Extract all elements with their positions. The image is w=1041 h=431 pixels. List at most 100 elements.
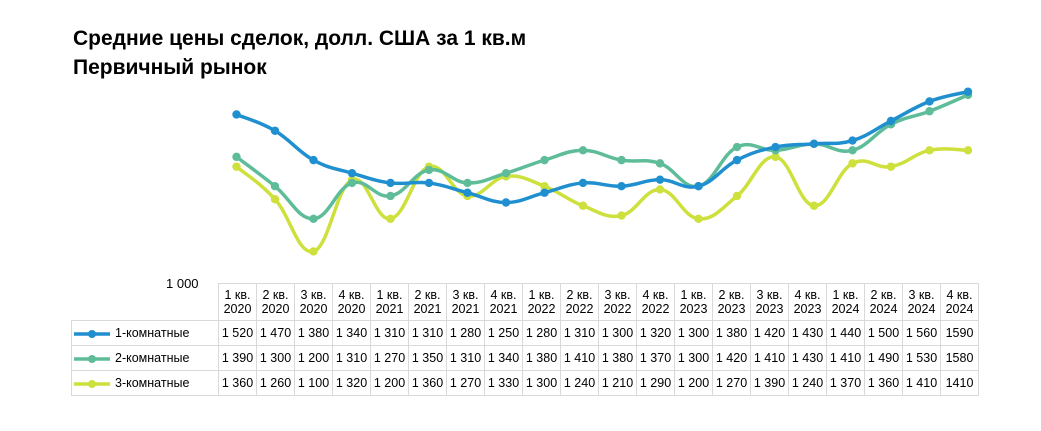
data-point	[501, 168, 511, 178]
data-label: 1 200	[294, 345, 333, 371]
data-point	[771, 142, 780, 152]
category-year: 2023	[679, 302, 708, 316]
data-label: 1 240	[560, 370, 599, 396]
category-year: 2020	[261, 302, 290, 316]
data-point	[848, 159, 857, 168]
category-year: 2022	[603, 302, 632, 316]
data-label: 1 430	[788, 320, 827, 346]
data-point	[424, 178, 434, 188]
category-quarter: 4 кв.	[338, 288, 365, 302]
data-label: 1 410	[902, 370, 941, 396]
data-label: 1 200	[674, 370, 713, 396]
data-label: 1 320	[332, 370, 371, 396]
data-label: 1 410	[560, 345, 599, 371]
data-point	[270, 195, 280, 204]
data-label: 1 390	[750, 370, 789, 396]
data-point	[578, 146, 588, 155]
data-label: 1 470	[256, 320, 295, 346]
category-quarter: 4 кв.	[642, 288, 669, 302]
data-point	[309, 247, 318, 256]
data-label: 1 320	[636, 320, 675, 346]
data-point	[386, 214, 395, 223]
legend-label: 3-комнатные	[115, 376, 190, 390]
data-point	[771, 152, 780, 162]
category-year: 2021	[451, 302, 480, 316]
data-point	[925, 97, 934, 106]
category-quarter: 3 кв.	[452, 288, 479, 302]
category-label: 4 кв. 2022	[636, 283, 675, 321]
data-label: 1 310	[446, 345, 485, 371]
legend-entry: 3-комнатные	[71, 370, 219, 396]
category-year: 2024	[869, 302, 898, 316]
table-row-series-2: 2-комнатные 1 390 1 300 1 200 1 310 1 270 1 35…	[71, 345, 979, 371]
data-label: 1 310	[560, 320, 599, 346]
data-point	[925, 107, 934, 116]
data-point	[270, 182, 280, 191]
series-line-2	[234, 93, 970, 221]
data-point	[655, 159, 665, 168]
category-quarter: 4 кв.	[946, 288, 973, 302]
data-point	[694, 214, 703, 223]
data-point	[848, 146, 857, 155]
category-label: 3 кв. 2024	[902, 283, 941, 321]
category-year: 2022	[527, 302, 556, 316]
data-point	[540, 188, 549, 197]
category-year: 2020	[223, 302, 252, 316]
legend-key-icon	[74, 354, 110, 363]
category-label: 2 кв. 2021	[408, 283, 447, 321]
table-corner-cell	[72, 284, 219, 321]
data-label: 1 340	[484, 345, 523, 371]
category-quarter: 1 кв.	[832, 288, 859, 302]
data-label: 1 350	[408, 345, 447, 371]
data-label: 1 270	[446, 370, 485, 396]
data-point	[232, 162, 241, 171]
legend-key-icon	[74, 379, 110, 388]
data-label: 1 240	[788, 370, 827, 396]
data-point	[463, 188, 472, 197]
data-label: 1 390	[218, 345, 257, 371]
data-point	[925, 146, 934, 155]
category-year: 2020	[337, 302, 366, 316]
data-label: 1 440	[826, 320, 865, 346]
data-point	[309, 214, 318, 223]
data-label: 1 340	[332, 320, 371, 346]
data-point	[617, 182, 626, 191]
data-label: 1 380	[294, 320, 333, 346]
data-point	[424, 165, 434, 175]
category-quarter: 4 кв.	[794, 288, 821, 302]
data-label: 1 200	[370, 370, 409, 396]
data-point	[386, 191, 395, 201]
category-quarter: 1 кв.	[376, 288, 403, 302]
data-label: 1 300	[598, 320, 637, 346]
data-label: 1590	[940, 320, 979, 346]
category-year: 2023	[793, 302, 822, 316]
category-label: 4 кв. 2020	[332, 283, 371, 321]
data-point	[732, 142, 742, 152]
category-year: 2022	[565, 302, 594, 316]
data-point	[386, 178, 395, 188]
data-label: 1 360	[864, 370, 903, 396]
data-table: 1 кв. 2020 2 кв. 2020 3 кв. 2020 4 кв. 2020 1 кв…	[71, 283, 979, 396]
legend-label: 1-комнатные	[115, 326, 190, 340]
data-label: 1 310	[408, 320, 447, 346]
data-label: 1 410	[750, 345, 789, 371]
category-year: 2021	[489, 302, 518, 316]
data-label: 1 100	[294, 370, 333, 396]
data-label: 1 490	[864, 345, 903, 371]
series-line-3	[234, 147, 970, 254]
data-point	[578, 178, 588, 188]
category-year: 2022	[641, 302, 670, 316]
data-point	[963, 87, 973, 96]
data-point	[809, 139, 819, 149]
category-label: 2 кв. 2024	[864, 283, 903, 321]
category-quarter: 3 кв.	[908, 288, 935, 302]
data-point	[655, 175, 665, 184]
data-point	[694, 182, 703, 191]
data-label: 1 430	[788, 345, 827, 371]
data-label: 1 210	[598, 370, 637, 396]
legend-entry: 2-комнатные	[71, 345, 219, 371]
data-label: 1 420	[712, 345, 751, 371]
category-label: 1 кв. 2022	[522, 283, 561, 321]
data-point	[232, 152, 241, 162]
data-point	[270, 126, 280, 135]
